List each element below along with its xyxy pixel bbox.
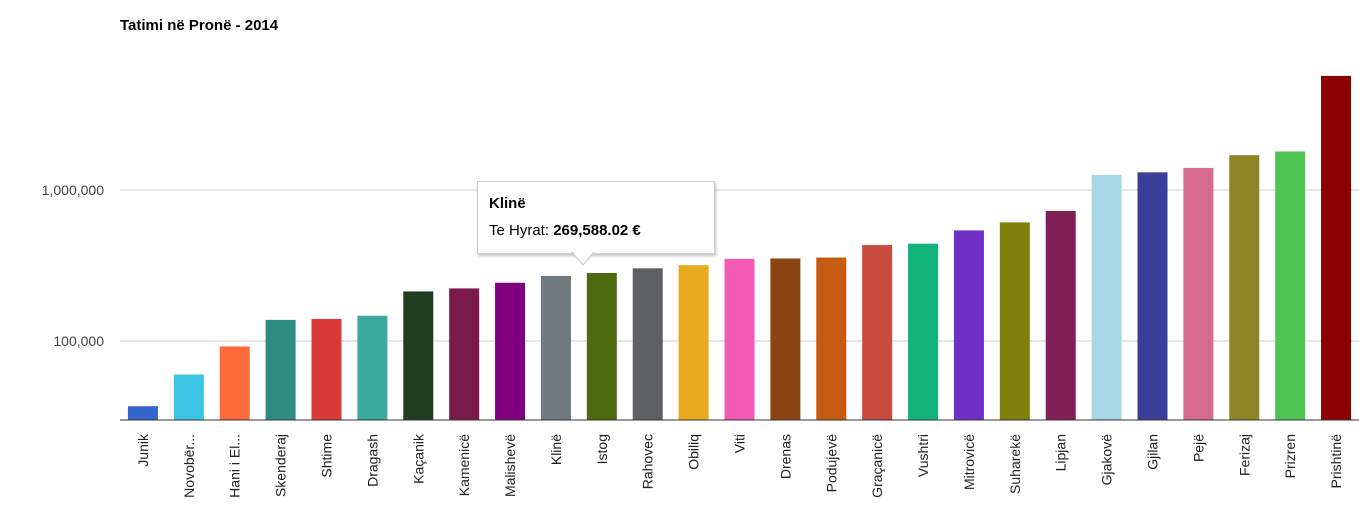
bar-12[interactable] — [632, 268, 663, 420]
x-tick-label: Kaçanik — [410, 433, 426, 484]
bar-13[interactable] — [678, 265, 709, 420]
x-tick-label: Ferizaj — [1236, 434, 1252, 476]
bar-9[interactable] — [495, 282, 526, 420]
x-tick-label: Novobër... — [181, 434, 197, 498]
x-tick-label: Drenas — [777, 434, 793, 479]
bar-21[interactable] — [1045, 210, 1076, 420]
bar-22[interactable] — [1091, 174, 1122, 420]
bar-5[interactable] — [311, 318, 342, 420]
bar-26[interactable] — [1275, 151, 1306, 420]
x-tick-label: Prizren — [1282, 434, 1298, 478]
bar-20[interactable] — [999, 222, 1030, 420]
tooltip: Klinë Te Hyrat: 269,588.02 € — [477, 181, 717, 266]
bar-23[interactable] — [1137, 172, 1168, 420]
x-tick-label: Lipjan — [1053, 434, 1069, 471]
tooltip-title: Klinë — [489, 195, 526, 212]
x-tick-label: Graçanicë — [869, 434, 885, 498]
bar-19[interactable] — [953, 230, 984, 420]
x-tick-label: Dragash — [364, 434, 380, 487]
bar-27[interactable] — [1321, 75, 1352, 420]
x-tick-label: Skenderaj — [273, 434, 289, 497]
x-tick-label: Gjilan — [1145, 434, 1161, 470]
bar-3[interactable] — [219, 346, 250, 420]
tooltip-value: 269,588.02 € — [553, 222, 641, 239]
x-tick-label: Mitrovicë — [961, 434, 977, 490]
bar-4[interactable] — [265, 319, 296, 420]
bar-6[interactable] — [357, 315, 388, 420]
bar-7[interactable] — [403, 291, 434, 420]
x-tick-label: Malishevë — [502, 434, 518, 497]
x-tick-label: Shtime — [319, 434, 335, 478]
bar-17[interactable] — [862, 245, 893, 420]
tooltip-value-line: Te Hyrat: 269,588.02 € — [489, 222, 641, 239]
x-tick-label: Vushtri — [915, 434, 931, 477]
bar-14[interactable] — [724, 258, 755, 420]
x-tick-label: Viti — [732, 434, 748, 453]
bar-25[interactable] — [1229, 155, 1260, 420]
tooltip-box: Klinë Te Hyrat: 269,588.02 € — [477, 181, 715, 254]
bar-1[interactable] — [127, 406, 158, 420]
bar-11[interactable] — [586, 273, 617, 420]
tooltip-pointer-fill — [572, 251, 594, 264]
y-tick-label: 100,000 — [53, 333, 104, 349]
x-tick-label: Istog — [594, 434, 610, 464]
x-axis: Junik Novobër... Hani i El... Skenderaj Shti… — [135, 433, 1344, 498]
x-tick-label: Podujevë — [823, 434, 839, 493]
x-tick-label: Prishtinë — [1328, 434, 1344, 489]
bar-16[interactable] — [816, 257, 847, 420]
x-tick-label: Rahovec — [640, 434, 656, 489]
chart-title: Tatimi në Pronë - 2014 — [120, 17, 279, 34]
y-tick-label: 1,000,000 — [42, 182, 104, 198]
x-tick-label: Klinë — [548, 434, 564, 465]
x-tick-label: Junik — [135, 433, 151, 467]
x-tick-label: Hani i El... — [227, 434, 243, 498]
y-axis: 100,000 1,000,000 — [42, 182, 105, 349]
bar-18[interactable] — [908, 243, 939, 420]
bar-24[interactable] — [1183, 167, 1214, 420]
x-tick-label: Pejë — [1190, 434, 1206, 462]
tooltip-label: Te Hyrat: — [489, 222, 550, 239]
x-tick-label: Obiliq — [686, 434, 702, 470]
bar-2[interactable] — [173, 374, 204, 420]
x-tick-label: Suharekë — [1007, 434, 1023, 494]
x-tick-label: Gjakovë — [1099, 434, 1115, 486]
x-tick-label: Kamenicë — [456, 434, 472, 496]
bar-15[interactable] — [770, 258, 801, 420]
bars — [127, 75, 1352, 420]
bar-10[interactable] — [540, 275, 571, 420]
bar-8[interactable] — [449, 288, 480, 420]
